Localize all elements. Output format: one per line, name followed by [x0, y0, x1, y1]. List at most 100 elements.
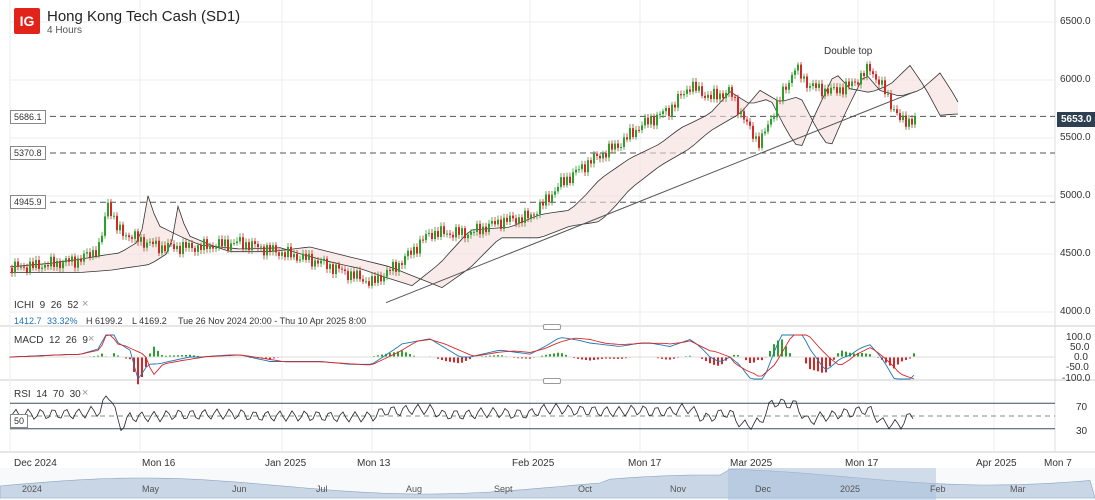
candle-body [566, 176, 568, 186]
candle-body [173, 244, 175, 250]
ig-logo: IG [14, 8, 40, 34]
candle-body [698, 86, 700, 91]
candle-body [536, 214, 538, 216]
macd-histogram-bar [197, 355, 199, 357]
candle-body [887, 93, 889, 95]
candle-body [461, 228, 463, 235]
candle-body [101, 235, 103, 243]
navigator-label: 2024 [22, 484, 43, 494]
x-axis-label: Mar 2025 [730, 458, 773, 469]
candle-body [290, 246, 292, 258]
candle-body [11, 267, 13, 274]
close-rsi-icon[interactable]: × [82, 387, 89, 399]
navigator-label: Dec [755, 484, 772, 494]
candle-body [893, 109, 895, 111]
candle-body [278, 252, 280, 256]
candle-body [32, 261, 34, 269]
close-macd-icon[interactable]: × [88, 333, 95, 345]
navigator-label: Jul [316, 484, 328, 494]
price-tick: 6000.0 [1060, 74, 1091, 85]
candle-body [410, 250, 412, 255]
candle-body [200, 245, 202, 250]
candle-body [50, 256, 52, 267]
candle-body [35, 259, 37, 269]
macd-histogram-bar [145, 357, 147, 368]
macd-histogram-bar [865, 353, 867, 357]
candle-body [821, 83, 823, 97]
candle-body [56, 260, 58, 267]
macd-histogram-bar [837, 353, 839, 357]
candle-body [419, 239, 421, 254]
candle-body [524, 210, 526, 223]
candle-body [272, 245, 274, 252]
macd-histogram-bar [577, 357, 579, 359]
macd-histogram-bar [893, 357, 895, 369]
macd-histogram-bar [189, 354, 191, 357]
candle-body [401, 263, 403, 265]
candle-body [437, 230, 439, 237]
candle-body [458, 227, 460, 235]
level-tag-2: 5370.8 [10, 146, 46, 160]
candle-body [440, 226, 442, 237]
candle-body [740, 111, 742, 115]
macd-histogram-bar [113, 353, 115, 357]
price-tick: 6500.0 [1060, 16, 1091, 27]
rsi-line [9, 395, 914, 432]
candle-body [191, 243, 193, 249]
ichimoku-label[interactable]: ICHI 9 26 52 [14, 300, 79, 311]
level-tag-1: 5686.1 [10, 110, 46, 124]
macd-histogram-bar [413, 355, 415, 357]
macd-histogram-bar [565, 354, 567, 357]
macd-histogram-bar [381, 354, 383, 357]
candle-body [119, 224, 121, 231]
candle-body [755, 136, 757, 139]
candle-body [686, 89, 688, 94]
macd-histogram-bar [901, 357, 903, 362]
candle-body [68, 258, 70, 262]
candle-body [341, 268, 343, 270]
rsi-label[interactable]: RSI 14 70 30 [14, 389, 81, 400]
candle-body [692, 81, 694, 92]
candle-body [806, 76, 808, 88]
macd-histogram-bar [437, 357, 439, 359]
candle-body [305, 253, 307, 260]
candle-body [464, 228, 466, 239]
candle-body [590, 160, 592, 164]
candle-body [497, 219, 499, 225]
candle-body [830, 87, 832, 94]
panel-resize-handle[interactable] [543, 324, 561, 330]
candle-body [26, 267, 28, 273]
info-high: H 6199.2 [86, 316, 123, 326]
navigator-label: Mar [1010, 484, 1026, 494]
candle-body [347, 271, 349, 281]
candle-body [782, 86, 784, 101]
macd-label[interactable]: MACD 12 26 9 [14, 335, 88, 346]
macd-histogram-bar [153, 346, 155, 357]
candle-body [734, 96, 736, 98]
candle-body [221, 239, 223, 247]
macd-histogram-bar [869, 354, 871, 357]
candle-body [581, 164, 583, 170]
candle-body [884, 80, 886, 95]
candle-body [818, 83, 820, 88]
macd-histogram-bar [521, 357, 523, 359]
candle-body [146, 242, 148, 248]
macd-histogram-bar [905, 357, 907, 360]
candle-body [578, 169, 580, 171]
candle-body [167, 242, 169, 252]
candle-body [710, 94, 712, 100]
candle-body [164, 245, 166, 252]
macd-histogram-bar [269, 357, 271, 360]
macd-tick: 100.0 [1066, 332, 1092, 343]
candle-body [74, 256, 76, 268]
candle-body [866, 63, 868, 77]
close-ichimoku-icon[interactable]: × [82, 298, 89, 310]
candle-body [470, 231, 472, 235]
candle-body [689, 89, 691, 92]
macd-histogram-bar [253, 357, 255, 359]
candle-body [413, 246, 415, 255]
candle-body [707, 94, 709, 98]
candle-body [506, 217, 508, 222]
candle-body [809, 86, 811, 88]
panel-resize-handle[interactable] [543, 378, 561, 384]
